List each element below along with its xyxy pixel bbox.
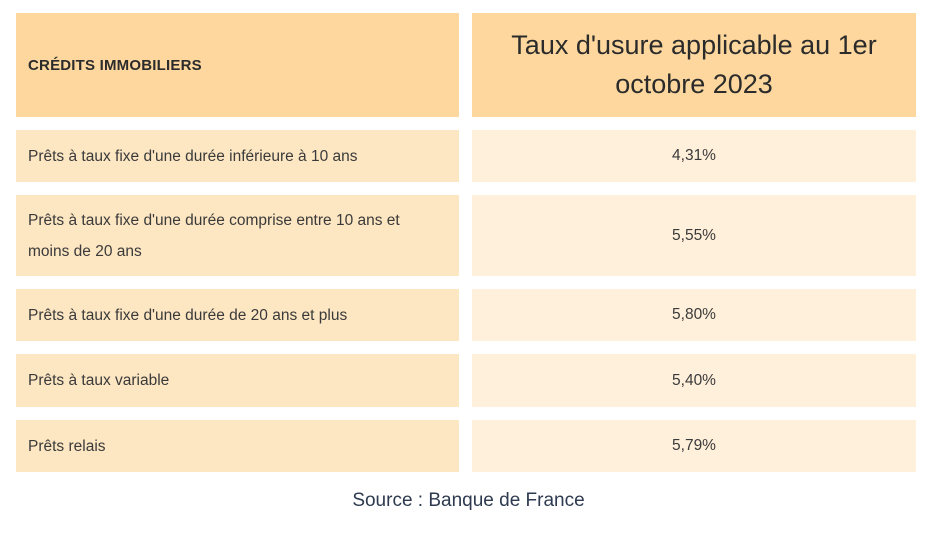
row-rate: 5,40% <box>472 354 916 407</box>
row-label: Prêts à taux fixe d'une durée inférieure… <box>16 130 459 182</box>
row-label: Prêts à taux fixe d'une durée de 20 ans … <box>16 289 459 341</box>
header-usury-rate: Taux d'usure applicable au 1er octobre 2… <box>472 13 916 117</box>
row-label: Prêts à taux variable <box>16 354 459 407</box>
row-label: Prêts à taux fixe d'une durée comprise e… <box>16 195 459 276</box>
row-rate: 5,79% <box>472 420 916 472</box>
row-label: Prêts relais <box>16 420 459 472</box>
row-rate: 4,31% <box>472 130 916 182</box>
source-caption: Source : Banque de France <box>352 490 585 511</box>
row-rate: 5,55% <box>472 195 916 276</box>
header-credit-type: CRÉDITS IMMOBILIERS <box>16 13 459 117</box>
row-rate: 5,80% <box>472 289 916 341</box>
